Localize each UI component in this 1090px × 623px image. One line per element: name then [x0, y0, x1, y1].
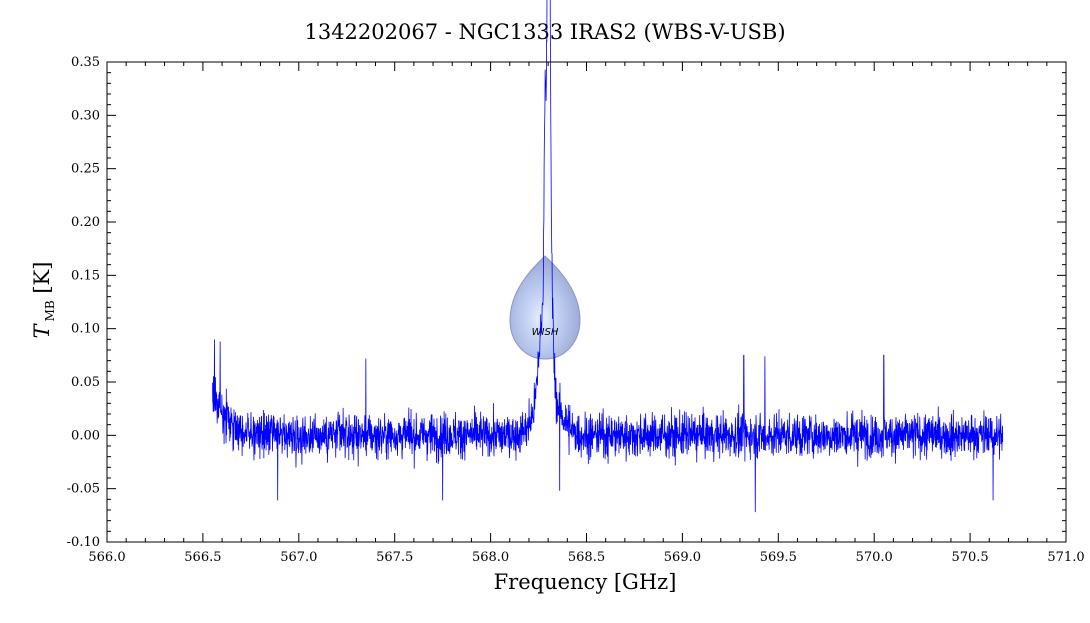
spectrum-series	[212, 0, 1004, 513]
x-tick-label: 567.0	[280, 550, 317, 565]
x-tick-label: 569.5	[760, 550, 797, 565]
y-axis-label-unit: [K]	[30, 262, 54, 301]
y-tick-label: 0.05	[71, 375, 100, 390]
y-axis-label-subscript: MB	[43, 300, 57, 321]
y-tick-label: 0.20	[71, 215, 100, 230]
x-tick-label: 571.0	[1047, 550, 1084, 565]
y-tick-label: 0.30	[71, 108, 100, 123]
y-tick-label: 0.15	[71, 268, 100, 283]
x-tick-label: 568.5	[568, 550, 605, 565]
y-tick-label: 0.00	[71, 428, 100, 443]
x-tick-label: 568.0	[472, 550, 509, 565]
x-axis-label: Frequency [GHz]	[494, 570, 677, 594]
svg-text:TMB [K]: TMB [K]	[30, 262, 57, 339]
x-tick-label: 570.5	[951, 550, 988, 565]
y-tick-label: 0.25	[71, 162, 100, 177]
x-tick-label: 566.0	[88, 550, 125, 565]
y-tick-label: 0.10	[71, 322, 100, 337]
y-tick-label: -0.10	[67, 535, 100, 550]
x-tick-label: 567.5	[376, 550, 413, 565]
plot-frame	[106, 61, 1067, 543]
x-tick-label: 566.5	[184, 550, 221, 565]
spectrum-line	[212, 0, 1004, 513]
x-axis-ticks: 566.0 566.5 567.0 567.5 568.0 568.5 569.0 569.5…	[88, 62, 1085, 565]
x-tick-label: 570.0	[856, 550, 893, 565]
y-axis-label-main: T	[30, 322, 54, 338]
water-drop-shape	[509, 255, 581, 360]
chart-title: 1342202067 - NGC1333 IRAS2 (WBS-V-USB)	[304, 20, 785, 44]
x-tick-label: 569.0	[664, 550, 701, 565]
y-tick-label: -0.05	[67, 482, 100, 497]
wish-watermark-logo: WISH	[509, 255, 581, 360]
y-tick-label: 0.35	[71, 55, 100, 70]
watermark-text: WISH	[532, 327, 559, 338]
y-axis-ticks: -0.10 -0.05 0.00 0.05 0.10 0.15 0.20 0.25 0.30 0.…	[67, 55, 1066, 550]
y-axis-label: TMB [K]	[30, 262, 57, 339]
